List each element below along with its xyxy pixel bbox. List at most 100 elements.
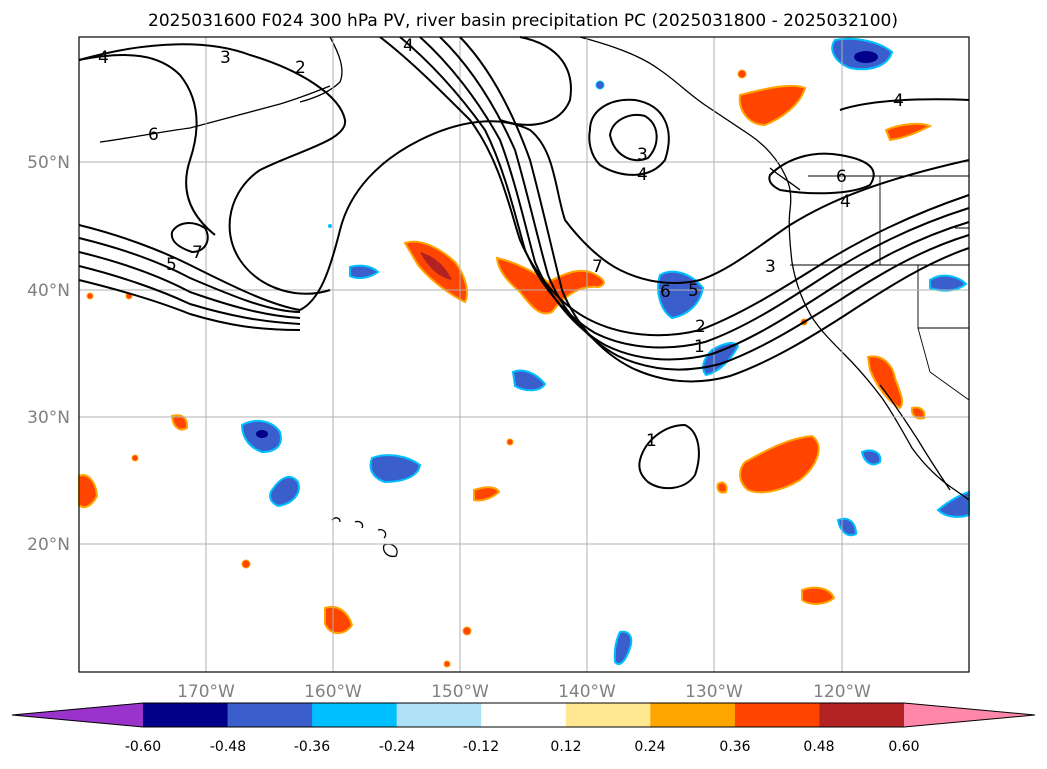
lat-label: 30°N bbox=[27, 408, 70, 428]
colorbar-tick-label: 0.60 bbox=[888, 739, 919, 755]
colorbar-tick-label: 0.36 bbox=[719, 739, 750, 755]
pv-contour bbox=[78, 43, 347, 295]
precip-negative-core bbox=[256, 430, 268, 438]
precip-positive-region bbox=[884, 122, 933, 142]
colorbar-tick-labels: -0.60 -0.48 -0.36 -0.24 -0.12 0.12 0.24 … bbox=[125, 739, 920, 755]
pv-contour-label: 3 bbox=[637, 145, 648, 165]
hawaii-islands bbox=[331, 517, 398, 558]
pv-contour bbox=[78, 54, 216, 236]
precip-positive-spot bbox=[86, 292, 94, 300]
pv-contours bbox=[78, 36, 970, 490]
pv-contour bbox=[499, 36, 572, 126]
pv-contour-label: 1 bbox=[694, 337, 705, 357]
precip-positive-region bbox=[738, 84, 807, 127]
precip-positive-region bbox=[473, 486, 501, 502]
precip-positive-spot bbox=[462, 626, 472, 636]
colorbar-segment bbox=[227, 703, 313, 727]
lon-label: 170°W bbox=[177, 682, 235, 702]
colorbar-segments bbox=[11, 702, 1036, 728]
precip-negative-region bbox=[702, 342, 740, 377]
precip-positive-region bbox=[866, 355, 904, 410]
lat-label: 40°N bbox=[27, 281, 70, 301]
pv-contour bbox=[638, 423, 700, 490]
pv-contour bbox=[78, 120, 970, 312]
precip-negative-region bbox=[613, 630, 633, 666]
colorbar-segment bbox=[734, 703, 820, 727]
precip-positive-region bbox=[716, 481, 728, 494]
map-panel: 4 3 2 6 7 5 3 4 7 6 5 2 1 3 4 6 4 1 4 bbox=[78, 36, 970, 673]
pv-contour bbox=[588, 98, 670, 176]
pv-contour-label: 4 bbox=[637, 165, 648, 185]
colorbar-segment bbox=[819, 703, 905, 727]
precip-negative-region bbox=[369, 454, 422, 484]
precip-negative-region bbox=[860, 449, 882, 466]
colorbar-segment bbox=[396, 703, 482, 727]
colorbar-tick-label: 0.12 bbox=[550, 739, 581, 755]
pv-contour-label: 2 bbox=[695, 317, 706, 337]
precip-negative-region bbox=[269, 475, 300, 508]
precip-positive-spot bbox=[241, 559, 251, 569]
map-frame bbox=[78, 36, 970, 673]
pv-contour-label: 1 bbox=[646, 431, 657, 451]
pv-contour bbox=[459, 36, 970, 383]
precip-negative-region bbox=[349, 264, 380, 280]
colorbar-tick-label: 0.24 bbox=[634, 739, 665, 755]
precip-negative-spot bbox=[328, 224, 332, 228]
pv-contour-label: 2 bbox=[295, 58, 306, 78]
colorbar-tick-label: -0.24 bbox=[379, 739, 415, 755]
pv-contour-label: 7 bbox=[192, 243, 203, 263]
colorbar-segment bbox=[650, 703, 736, 727]
pv-contour bbox=[608, 114, 658, 162]
colorbar-segment bbox=[312, 703, 398, 727]
coastlines bbox=[99, 36, 970, 558]
colorbar-segment bbox=[481, 703, 567, 727]
pv-contour-label: 3 bbox=[220, 48, 231, 68]
precip-negative-spot bbox=[595, 80, 605, 90]
pv-contour bbox=[170, 222, 209, 254]
precip-positive-region bbox=[324, 606, 354, 635]
pv-contour-label: 3 bbox=[765, 257, 776, 277]
north-america-coast bbox=[579, 36, 970, 501]
colorbar-extend-low bbox=[12, 703, 143, 727]
pv-contour bbox=[399, 36, 970, 349]
pv-contour-label: 6 bbox=[660, 282, 671, 302]
precip-positive-region bbox=[170, 414, 189, 431]
pv-contour-label: 4 bbox=[840, 192, 851, 212]
pv-contour bbox=[768, 152, 875, 195]
precip-negative-core bbox=[854, 51, 878, 63]
lon-label: 120°W bbox=[813, 682, 871, 702]
precip-negative-region bbox=[511, 369, 547, 392]
colorbar-tick-label: 0.48 bbox=[803, 739, 834, 755]
pv-contour bbox=[78, 251, 301, 319]
pv-contour bbox=[78, 279, 301, 331]
latitude-labels: 50°N 40°N 30°N 20°N bbox=[27, 153, 70, 555]
longitude-labels: 170°W 160°W 150°W 140°W 130°W 120°W bbox=[177, 682, 871, 702]
alaska-coast bbox=[299, 36, 343, 103]
precip-positive-spot bbox=[131, 454, 139, 462]
pv-contour bbox=[439, 36, 970, 371]
pv-contour-label: 6 bbox=[148, 125, 159, 145]
precip-positive-region bbox=[739, 434, 820, 494]
figure-title: 2025031600 F024 300 hPa PV, river basin … bbox=[148, 11, 898, 31]
lon-label: 150°W bbox=[431, 682, 489, 702]
lat-label: 20°N bbox=[27, 535, 70, 555]
aleutian-islands bbox=[99, 85, 331, 143]
lon-label: 130°W bbox=[685, 682, 743, 702]
pv-contour bbox=[419, 36, 970, 361]
precip-positive-region bbox=[910, 406, 926, 420]
pv-contour-label: 4 bbox=[403, 36, 414, 56]
colorbar-segment bbox=[143, 703, 229, 727]
colorbar-tick-label: -0.60 bbox=[125, 739, 161, 755]
precip-positive-spot bbox=[737, 69, 747, 79]
pv-contour bbox=[78, 237, 301, 313]
pv-contour-label: 7 bbox=[592, 257, 603, 277]
vancouver-island bbox=[769, 167, 801, 191]
colorbar-outline bbox=[11, 702, 1036, 728]
lon-label: 140°W bbox=[558, 682, 616, 702]
precip-positive-region bbox=[495, 256, 605, 315]
state-borders bbox=[790, 175, 970, 401]
lon-label: 160°W bbox=[304, 682, 362, 702]
lat-label: 50°N bbox=[27, 153, 70, 173]
baja-coast bbox=[879, 384, 951, 491]
